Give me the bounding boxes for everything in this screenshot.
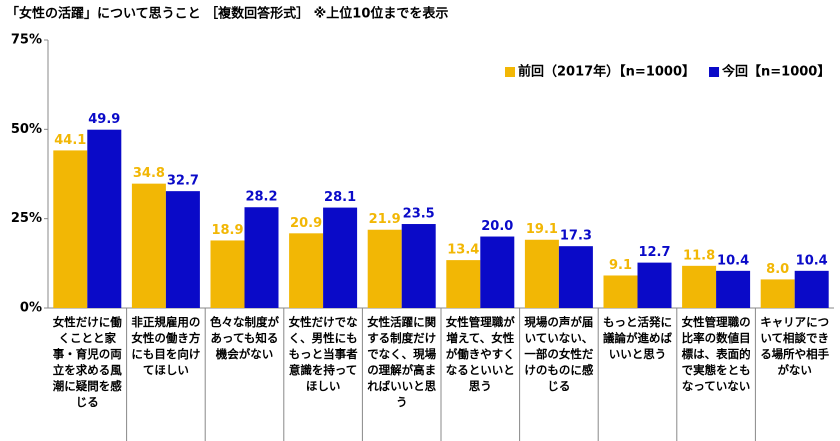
- value-label: 13.4: [447, 243, 479, 258]
- x-tick-label: 色々な制度があっても知る機会がない: [209, 315, 279, 361]
- x-tick-label: キャリアについて相談できる場所や相手がない: [760, 315, 830, 377]
- bar: [480, 236, 515, 308]
- value-label: 23.5: [403, 207, 435, 222]
- legend-swatch: [709, 67, 720, 77]
- value-label: 8.0: [766, 262, 789, 277]
- bar: [794, 270, 829, 308]
- bar: [87, 129, 122, 308]
- bar: [401, 224, 436, 308]
- y-tick-label: 25%: [11, 211, 42, 226]
- y-tick-label: 0%: [20, 301, 42, 316]
- x-tick-label: 女性だけに働くことと家事・育児の両立を求める風潮に疑問を感じる: [52, 315, 122, 409]
- value-label: 9.1: [609, 258, 632, 273]
- x-tick-label: 女性活躍に関する制度だけでなく、現場の理解が高まればいいと思う: [367, 315, 437, 409]
- bar: [446, 260, 481, 308]
- value-label: 20.9: [290, 216, 322, 231]
- bar: [323, 207, 358, 308]
- value-label: 49.9: [88, 112, 120, 127]
- legend-swatch: [505, 67, 515, 77]
- bar: [244, 207, 279, 308]
- value-label: 34.8: [133, 166, 165, 181]
- bar: [760, 279, 795, 308]
- value-label: 18.9: [211, 223, 243, 238]
- x-tick-label: 女性管理職の比率の数値目標は、表面的で実態をともなっていない: [681, 315, 751, 393]
- y-tick-label: 75%: [11, 33, 42, 48]
- bar: [682, 265, 717, 308]
- x-tick-label: 女性だけでなく、男性にももっと当事者意識を持ってほしい: [288, 315, 358, 393]
- bar: [131, 183, 166, 308]
- value-label: 19.1: [526, 222, 558, 237]
- value-label: 20.0: [481, 219, 513, 234]
- value-label: 17.3: [560, 229, 592, 244]
- bar: [524, 239, 559, 308]
- bar: [165, 191, 200, 308]
- value-label: 10.4: [796, 253, 828, 268]
- value-label: 10.4: [717, 253, 749, 268]
- x-tick-label: 女性管理職が増えて、女性が働きやすくなるといいと思う: [445, 315, 515, 393]
- bar: [210, 240, 245, 308]
- bar: [716, 270, 751, 308]
- bar: [289, 233, 324, 308]
- bar: [637, 262, 672, 308]
- value-label: 44.1: [54, 133, 86, 148]
- bar: [603, 275, 638, 308]
- value-label: 28.2: [245, 190, 277, 205]
- legend-label: 今回【n=1000】: [721, 64, 830, 80]
- x-tick-label: もっと活発に議論が進めばいいと思う: [602, 315, 672, 361]
- bar: [558, 246, 593, 308]
- chart-title: 「女性の活躍」について思うこと ［複数回答形式］ ※上位10位までを表示: [6, 6, 448, 22]
- x-tick-label: 現場の声が届いていない、一部の女性だけのものに感じる: [524, 315, 594, 393]
- legend-label: 前回（2017年）【n=1000】: [518, 64, 695, 80]
- value-label: 21.9: [369, 212, 401, 227]
- bar: [53, 150, 88, 308]
- value-label: 12.7: [638, 245, 670, 260]
- bar: [367, 229, 402, 308]
- y-tick-label: 50%: [11, 122, 42, 137]
- value-label: 11.8: [683, 248, 715, 263]
- value-label: 32.7: [167, 174, 199, 189]
- x-tick-label: 非正規雇用の女性の働き方にも目を向けてほしい: [131, 315, 201, 377]
- value-label: 28.1: [324, 190, 356, 205]
